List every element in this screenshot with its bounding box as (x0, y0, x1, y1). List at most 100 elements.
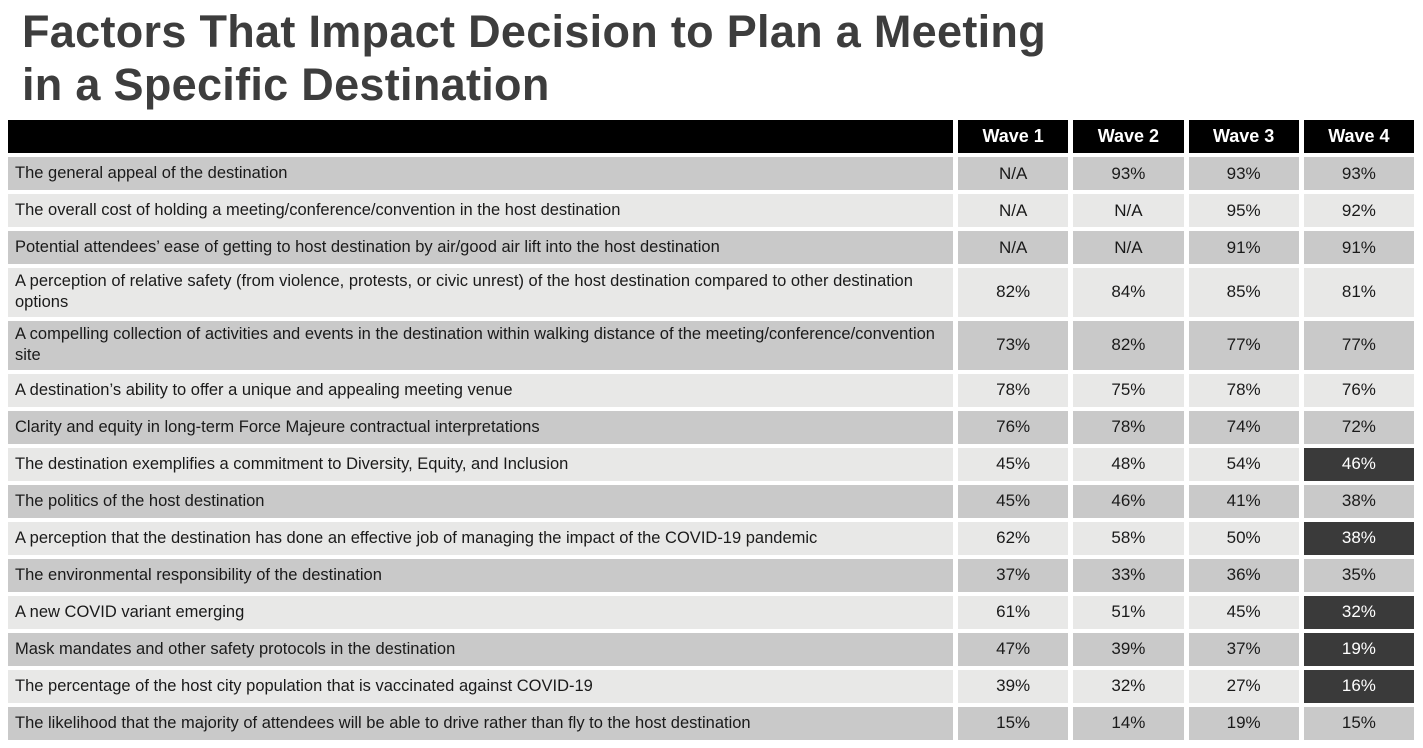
table-row: The destination exemplifies a commitment… (8, 447, 1414, 481)
table-row: The percentage of the host city populati… (8, 669, 1414, 703)
wave2-value-cell: N/A (1073, 231, 1184, 264)
table-row: Clarity and equity in long-term Force Ma… (8, 410, 1414, 444)
wave1-value-cell: 73% (958, 320, 1069, 370)
factor-cell: The politics of the host destination (8, 484, 953, 518)
factor-cell: A destination’s ability to offer a uniqu… (8, 373, 953, 407)
wave3-value-cell: 77% (1188, 320, 1299, 370)
wave4-value-cell: 38% (1303, 484, 1414, 518)
wave4-value-cell: 32% (1303, 595, 1414, 629)
wave4-value-cell: 81% (1303, 268, 1414, 317)
table-body: The general appeal of the destination N/… (8, 157, 1414, 740)
wave1-value-cell: 45% (958, 447, 1069, 481)
wave3-value-cell: 45% (1188, 595, 1299, 629)
wave1-value-cell: 82% (958, 268, 1069, 317)
title-line-1: Factors That Impact Decision to Plan a M… (22, 6, 1046, 57)
wave2-value-cell: 78% (1073, 410, 1184, 444)
wave3-value-cell: 95% (1188, 194, 1299, 227)
table-row: The politics of the host destination 45%… (8, 484, 1414, 518)
wave3-value-cell: 85% (1188, 268, 1299, 317)
wave2-value-cell: 82% (1073, 320, 1184, 370)
wave3-value-cell: 27% (1188, 669, 1299, 703)
wave1-value-cell: 62% (958, 521, 1069, 555)
wave2-value-cell: 48% (1073, 447, 1184, 481)
column-header-wave3: Wave 3 (1188, 120, 1299, 153)
factor-cell: A compelling collection of activities an… (8, 320, 953, 370)
table-row: A new COVID variant emerging 61% 51% 45%… (8, 595, 1414, 629)
table-row: Potential attendees’ ease of getting to … (8, 231, 1414, 264)
wave1-value-cell: 39% (958, 669, 1069, 703)
factor-cell: The percentage of the host city populati… (8, 669, 953, 703)
wave1-value-cell: 61% (958, 595, 1069, 629)
wave2-value-cell: 32% (1073, 669, 1184, 703)
wave1-value-cell: N/A (958, 194, 1069, 227)
wave4-value-cell: 77% (1303, 320, 1414, 370)
column-header-wave2: Wave 2 (1073, 120, 1184, 153)
wave2-value-cell: 58% (1073, 521, 1184, 555)
wave4-value-cell: 72% (1303, 410, 1414, 444)
factor-cell: A perception of relative safety (from vi… (8, 268, 953, 317)
wave3-value-cell: 37% (1188, 632, 1299, 666)
factor-cell: The likelihood that the majority of atte… (8, 706, 953, 740)
wave3-value-cell: 78% (1188, 373, 1299, 407)
wave3-value-cell: 54% (1188, 447, 1299, 481)
wave4-value-cell: 19% (1303, 632, 1414, 666)
wave4-value-cell: 15% (1303, 706, 1414, 740)
factor-cell: The overall cost of holding a meeting/co… (8, 194, 953, 227)
wave2-value-cell: 46% (1073, 484, 1184, 518)
wave1-value-cell: 45% (958, 484, 1069, 518)
table-header-row: Wave 1 Wave 2 Wave 3 Wave 4 (8, 120, 1414, 153)
wave1-value-cell: N/A (958, 157, 1069, 190)
table-row: A perception of relative safety (from vi… (8, 268, 1414, 317)
wave4-value-cell: 93% (1303, 157, 1414, 190)
wave2-value-cell: 93% (1073, 157, 1184, 190)
table-row: A destination’s ability to offer a uniqu… (8, 373, 1414, 407)
wave4-value-cell: 38% (1303, 521, 1414, 555)
wave1-value-cell: 78% (958, 373, 1069, 407)
factor-cell: Mask mandates and other safety protocols… (8, 632, 953, 666)
wave4-value-cell: 16% (1303, 669, 1414, 703)
wave3-value-cell: 74% (1188, 410, 1299, 444)
wave3-value-cell: 91% (1188, 231, 1299, 264)
table-row: The general appeal of the destination N/… (8, 157, 1414, 190)
column-header-wave4: Wave 4 (1303, 120, 1414, 153)
wave2-value-cell: 33% (1073, 558, 1184, 592)
factor-cell: A new COVID variant emerging (8, 595, 953, 629)
factor-cell: The general appeal of the destination (8, 157, 953, 190)
factors-table: Wave 1 Wave 2 Wave 3 Wave 4 The general … (8, 120, 1414, 740)
column-header-wave1: Wave 1 (958, 120, 1069, 153)
wave4-value-cell: 46% (1303, 447, 1414, 481)
wave2-value-cell: N/A (1073, 194, 1184, 227)
wave4-value-cell: 91% (1303, 231, 1414, 264)
wave3-value-cell: 36% (1188, 558, 1299, 592)
wave3-value-cell: 93% (1188, 157, 1299, 190)
table-row: The environmental responsibility of the … (8, 558, 1414, 592)
wave4-value-cell: 35% (1303, 558, 1414, 592)
table-row: A perception that the destination has do… (8, 521, 1414, 555)
wave2-value-cell: 51% (1073, 595, 1184, 629)
page-title: Factors That Impact Decision to Plan a M… (0, 0, 1423, 111)
wave3-value-cell: 41% (1188, 484, 1299, 518)
wave2-value-cell: 39% (1073, 632, 1184, 666)
wave4-value-cell: 92% (1303, 194, 1414, 227)
wave1-value-cell: 47% (958, 632, 1069, 666)
wave1-value-cell: 37% (958, 558, 1069, 592)
wave2-value-cell: 75% (1073, 373, 1184, 407)
wave2-value-cell: 14% (1073, 706, 1184, 740)
wave1-value-cell: 15% (958, 706, 1069, 740)
table-row: The overall cost of holding a meeting/co… (8, 194, 1414, 227)
wave4-value-cell: 76% (1303, 373, 1414, 407)
factor-cell: Clarity and equity in long-term Force Ma… (8, 410, 953, 444)
title-line-2: in a Specific Destination (22, 59, 550, 110)
wave3-value-cell: 19% (1188, 706, 1299, 740)
factor-cell: Potential attendees’ ease of getting to … (8, 231, 953, 264)
table-row: The likelihood that the majority of atte… (8, 706, 1414, 740)
table-row: A compelling collection of activities an… (8, 320, 1414, 370)
wave1-value-cell: N/A (958, 231, 1069, 264)
factor-cell: The environmental responsibility of the … (8, 558, 953, 592)
wave3-value-cell: 50% (1188, 521, 1299, 555)
table-row: Mask mandates and other safety protocols… (8, 632, 1414, 666)
factor-cell: A perception that the destination has do… (8, 521, 953, 555)
wave1-value-cell: 76% (958, 410, 1069, 444)
wave2-value-cell: 84% (1073, 268, 1184, 317)
